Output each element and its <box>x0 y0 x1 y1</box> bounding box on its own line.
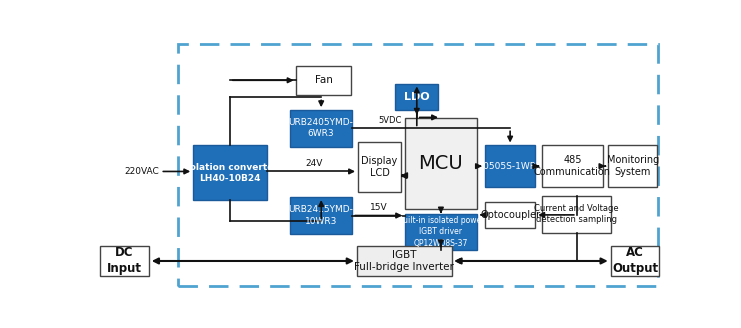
Text: LDO: LDO <box>404 92 430 102</box>
Text: Current and Voltage
detection sampling: Current and Voltage detection sampling <box>534 204 619 224</box>
Text: Optocoupler: Optocoupler <box>480 210 540 220</box>
Bar <box>193 145 267 200</box>
Text: MCU: MCU <box>419 154 463 173</box>
Bar <box>485 145 536 187</box>
Bar <box>290 110 352 147</box>
Text: Built-in isolated power
IGBT driver
QP12W08S-37: Built-in isolated power IGBT driver QP12… <box>398 216 484 248</box>
Text: URB2405YMD-
6WR3: URB2405YMD- 6WR3 <box>289 118 353 138</box>
Text: 15V: 15V <box>370 203 388 212</box>
Text: Display
LCD: Display LCD <box>362 156 398 178</box>
Bar <box>357 246 451 276</box>
Bar <box>395 84 439 110</box>
Text: 24V: 24V <box>305 159 322 168</box>
Text: DC
Input: DC Input <box>107 246 142 276</box>
Bar <box>608 145 657 187</box>
Text: F0505S-1WR2: F0505S-1WR2 <box>478 162 542 171</box>
Text: 220VAC: 220VAC <box>124 167 159 176</box>
Bar <box>611 246 659 276</box>
Text: Monitoring
System: Monitoring System <box>607 155 659 177</box>
Bar <box>542 196 611 233</box>
Bar <box>296 66 351 95</box>
Bar <box>178 44 658 286</box>
Bar <box>542 145 602 187</box>
Bar <box>358 142 401 192</box>
Text: AC
Output: AC Output <box>612 246 658 276</box>
Text: IGBT
Full-bridge Inverter: IGBT Full-bridge Inverter <box>354 250 454 272</box>
Text: Fan: Fan <box>315 75 333 85</box>
Text: 485
Communication: 485 Communication <box>534 155 611 177</box>
Text: Isolation converter
LH40-10B24: Isolation converter LH40-10B24 <box>182 163 279 183</box>
Bar <box>405 214 476 250</box>
Text: URB2415YMD-
10WR3: URB2415YMD- 10WR3 <box>289 205 353 226</box>
Bar <box>290 197 352 234</box>
Bar <box>485 202 536 228</box>
Bar <box>100 246 149 276</box>
Text: 5VDC: 5VDC <box>379 115 402 125</box>
Bar <box>405 118 476 209</box>
